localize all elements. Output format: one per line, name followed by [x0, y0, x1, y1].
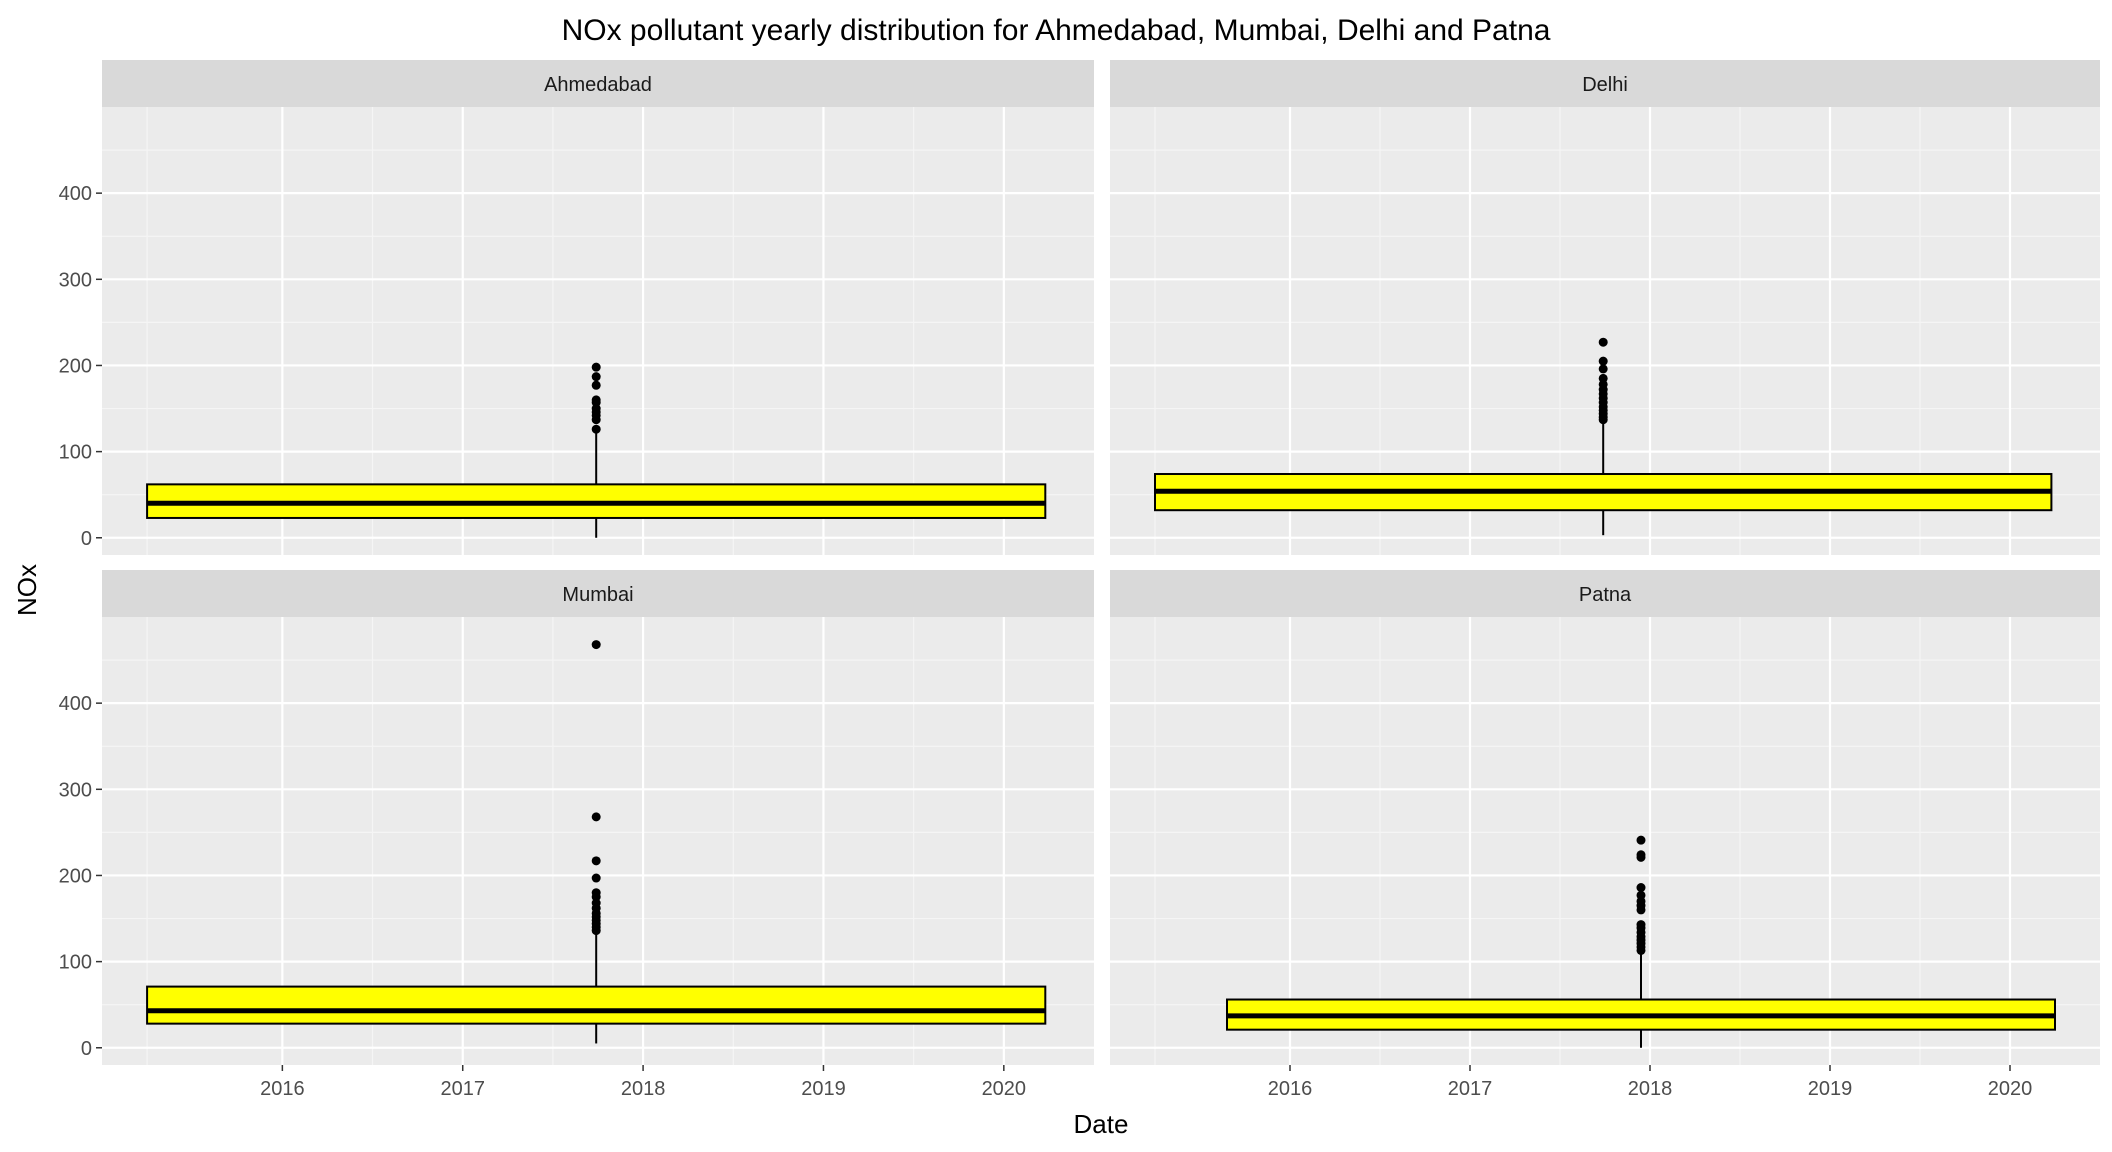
- y-tick-label: 300: [59, 779, 92, 801]
- facet-ahmedabad: Ahmedabad 0 100 200 300 400: [59, 60, 1094, 555]
- x-tick-label: 2018: [621, 1078, 666, 1100]
- y-tick-label: 200: [59, 865, 92, 887]
- y-tick-label: 400: [59, 183, 92, 205]
- y-tick-label: 300: [59, 269, 92, 291]
- strip-label-mumbai: Mumbai: [562, 584, 633, 606]
- outlier-point: [1598, 373, 1608, 383]
- facet-delhi: Delhi: [1110, 60, 2100, 555]
- facet-mumbai: Mumbai 0 100 200 300 400 2016 2017 2018 2019 2020: [59, 570, 1094, 1100]
- outlier-point: [591, 362, 601, 372]
- outlier-point: [591, 888, 601, 898]
- outlier-point: [591, 424, 601, 434]
- x-tick-label: 2019: [1808, 1078, 1853, 1100]
- outlier-point: [1636, 920, 1646, 930]
- strip-label-delhi: Delhi: [1582, 74, 1628, 96]
- outlier-point: [591, 640, 601, 650]
- x-tick-label: 2016: [260, 1078, 305, 1100]
- y-tick-label: 400: [59, 693, 92, 715]
- outlier-point: [1636, 883, 1646, 893]
- x-tick-label: 2020: [982, 1078, 1027, 1100]
- outlier-point: [591, 812, 601, 822]
- chart-title: NOx pollutant yearly distribution for Ah…: [562, 14, 1551, 47]
- strip-ahmedabad: [102, 60, 1094, 107]
- strip-patna: [1110, 570, 2100, 617]
- outlier-point: [591, 873, 601, 883]
- y-axis-title: NOx: [12, 564, 42, 616]
- y-tick-label: 100: [59, 952, 92, 974]
- outlier-point: [591, 372, 601, 382]
- y-tick-label: 0: [81, 1038, 92, 1060]
- x-tick-label: 2017: [440, 1078, 485, 1100]
- x-tick-label: 2020: [1988, 1078, 2033, 1100]
- outlier-point: [591, 380, 601, 390]
- strip-label-ahmedabad: Ahmedabad: [544, 74, 652, 96]
- box-mumbai: [146, 985, 1047, 1025]
- x-tick-label: 2019: [801, 1078, 846, 1100]
- y-tick-label: 0: [81, 528, 92, 550]
- facet-patna: Patna 2016 2017 2018 2019 2020: [1110, 570, 2100, 1100]
- y-tick-label: 200: [59, 355, 92, 377]
- outlier-point: [1598, 364, 1608, 374]
- x-axis-title: Date: [1074, 1109, 1129, 1139]
- facet-panels: Ahmedabad 0 100 200 300 400 Delhi Mumbai 0 100 200…: [59, 60, 2100, 1100]
- outlier-point: [1636, 835, 1646, 845]
- outlier-point: [1636, 850, 1646, 860]
- strip-mumbai: [102, 570, 1094, 617]
- outlier-point: [591, 395, 601, 405]
- x-tick-label: 2018: [1628, 1078, 1673, 1100]
- outlier-point: [1636, 890, 1646, 900]
- x-tick-label: 2017: [1448, 1078, 1493, 1100]
- panel-bg-ahmedabad: [102, 107, 1094, 555]
- x-tick-label: 2016: [1268, 1078, 1313, 1100]
- panel-bg-patna: [1110, 617, 2100, 1065]
- outlier-point: [1598, 337, 1608, 347]
- strip-label-patna: Patna: [1579, 584, 1632, 606]
- outlier-point: [591, 856, 601, 866]
- outlier-point: [1598, 356, 1608, 366]
- y-tick-label: 100: [59, 442, 92, 464]
- strip-delhi: [1110, 60, 2100, 107]
